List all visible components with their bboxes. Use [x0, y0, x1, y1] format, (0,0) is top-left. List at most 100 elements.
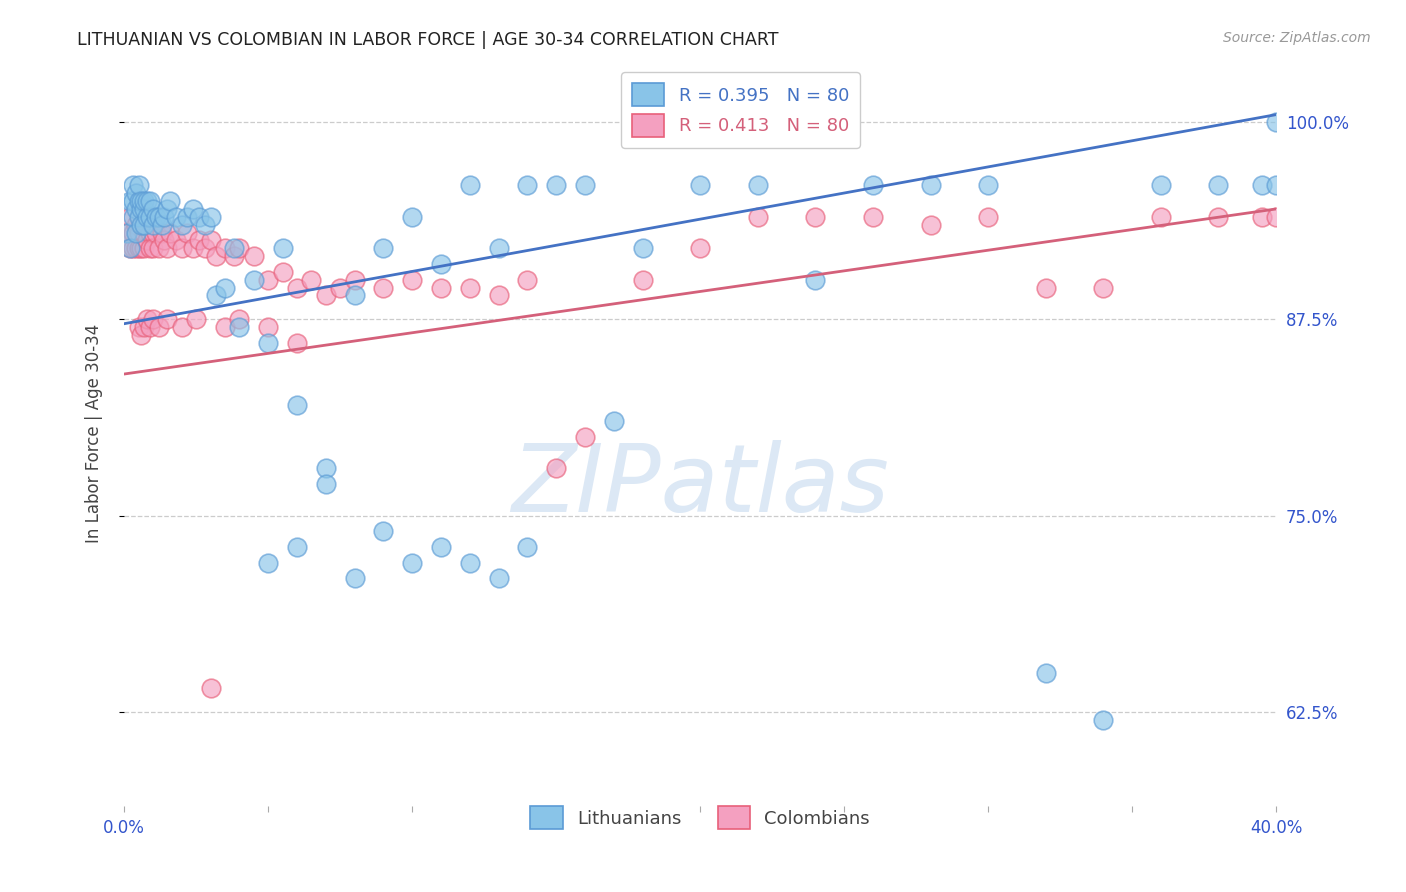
Point	[131, 241, 153, 255]
Point	[401, 273, 423, 287]
Point	[205, 288, 228, 302]
Point	[271, 241, 294, 255]
Point	[139, 241, 162, 255]
Point	[200, 210, 222, 224]
Point	[128, 226, 150, 240]
Point	[145, 226, 167, 240]
Point	[181, 202, 204, 216]
Point	[214, 280, 236, 294]
Point	[150, 226, 173, 240]
Point	[139, 194, 162, 208]
Point	[124, 241, 146, 255]
Point	[134, 218, 156, 232]
Point	[200, 681, 222, 696]
Point	[128, 178, 150, 193]
Point	[1250, 178, 1272, 193]
Point	[121, 241, 143, 255]
Point	[165, 210, 187, 224]
Point	[242, 273, 264, 287]
Point	[159, 194, 181, 208]
Point	[139, 210, 162, 224]
Point	[131, 202, 153, 216]
Point	[488, 241, 510, 255]
Point	[165, 234, 187, 248]
Point	[257, 335, 280, 350]
Point	[329, 280, 352, 294]
Point	[145, 210, 167, 224]
Point	[1150, 210, 1173, 224]
Point	[118, 210, 141, 224]
Point	[804, 273, 827, 287]
Point	[181, 241, 204, 255]
Point	[121, 226, 143, 240]
Point	[574, 178, 596, 193]
Point	[136, 312, 159, 326]
Point	[170, 241, 193, 255]
Point	[142, 218, 165, 232]
Point	[136, 194, 159, 208]
Point	[139, 319, 162, 334]
Point	[1265, 115, 1288, 129]
Point	[1208, 178, 1230, 193]
Point	[128, 210, 150, 224]
Point	[121, 194, 143, 208]
Point	[977, 178, 1000, 193]
Point	[631, 241, 654, 255]
Point	[156, 312, 179, 326]
Point	[920, 218, 942, 232]
Point	[977, 210, 1000, 224]
Point	[257, 319, 280, 334]
Point	[222, 241, 245, 255]
Point	[1035, 665, 1057, 680]
Point	[170, 319, 193, 334]
Point	[271, 265, 294, 279]
Legend: Lithuanians, Colombians: Lithuanians, Colombians	[522, 797, 879, 838]
Point	[121, 178, 143, 193]
Point	[488, 571, 510, 585]
Text: Source: ZipAtlas.com: Source: ZipAtlas.com	[1223, 31, 1371, 45]
Point	[188, 234, 211, 248]
Point	[430, 280, 453, 294]
Point	[131, 327, 153, 342]
Point	[131, 218, 153, 232]
Point	[153, 210, 176, 224]
Point	[488, 288, 510, 302]
Point	[148, 319, 170, 334]
Point	[458, 556, 481, 570]
Point	[285, 335, 308, 350]
Point	[343, 571, 366, 585]
Point	[134, 202, 156, 216]
Point	[804, 210, 827, 224]
Point	[1250, 210, 1272, 224]
Point	[124, 218, 146, 232]
Y-axis label: In Labor Force | Age 30-34: In Labor Force | Age 30-34	[86, 324, 103, 542]
Point	[373, 241, 395, 255]
Text: LITHUANIAN VS COLOMBIAN IN LABOR FORCE | AGE 30-34 CORRELATION CHART: LITHUANIAN VS COLOMBIAN IN LABOR FORCE |…	[77, 31, 779, 49]
Point	[139, 226, 162, 240]
Point	[1035, 280, 1057, 294]
Point	[862, 178, 884, 193]
Point	[257, 556, 280, 570]
Point	[214, 241, 236, 255]
Point	[128, 241, 150, 255]
Point	[401, 210, 423, 224]
Point	[142, 241, 165, 255]
Point	[228, 319, 250, 334]
Point	[373, 524, 395, 539]
Point	[689, 241, 711, 255]
Point	[516, 273, 538, 287]
Point	[124, 226, 146, 240]
Point	[153, 234, 176, 248]
Point	[299, 273, 322, 287]
Point	[257, 273, 280, 287]
Point	[136, 218, 159, 232]
Point	[546, 178, 568, 193]
Point	[631, 273, 654, 287]
Point	[401, 556, 423, 570]
Point	[1208, 210, 1230, 224]
Point	[546, 461, 568, 475]
Point	[315, 288, 337, 302]
Point	[118, 241, 141, 255]
Point	[115, 226, 138, 240]
Point	[194, 218, 217, 232]
